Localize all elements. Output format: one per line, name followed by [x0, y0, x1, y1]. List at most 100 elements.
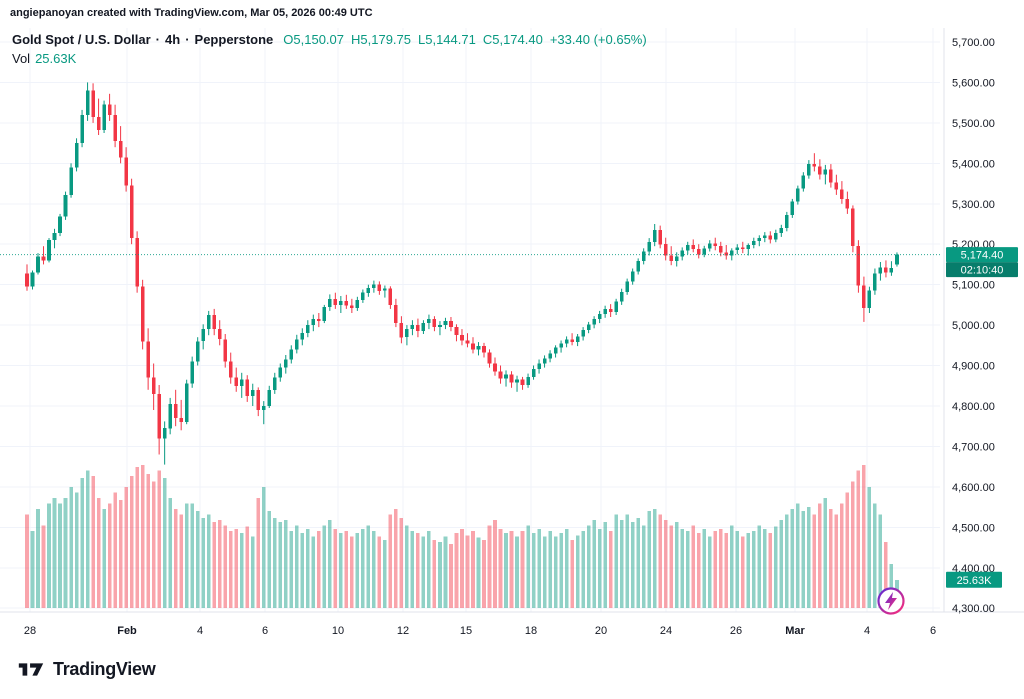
- volume-bar: [168, 498, 172, 608]
- volume-bar: [394, 509, 398, 608]
- volume-bar: [118, 500, 123, 608]
- candle-body: [702, 248, 707, 255]
- candle-body: [283, 359, 288, 368]
- candle-body: [625, 281, 629, 292]
- candle-body: [372, 284, 376, 288]
- candle-body: [63, 194, 68, 217]
- price-chart-canvas[interactable]: 5,700.00 5,600.00 5,500.00 5,400.00 5,300.00…: [0, 0, 1024, 645]
- candle-body: [449, 321, 453, 328]
- legend-symbol-row: Gold Spot / U.S. Dollar · 4h · Pepperstone O5…: [12, 31, 654, 48]
- time-axis[interactable]: 28 Feb 4 6 10 12 15 18 20 24 26 Mar 4 6: [24, 625, 936, 637]
- candle-body: [515, 379, 519, 383]
- candle-body: [696, 249, 701, 255]
- volume-bar: [306, 528, 310, 608]
- candle-body: [52, 232, 57, 241]
- interval-label[interactable]: 4h: [165, 32, 181, 47]
- candle-body: [223, 339, 228, 362]
- volume-bar: [790, 509, 795, 608]
- candle-body: [735, 247, 740, 251]
- candle-body: [162, 428, 167, 439]
- volume-bar: [74, 492, 79, 608]
- candle-body: [25, 273, 29, 287]
- candles-layer: [25, 82, 899, 465]
- volume-bar: [58, 503, 62, 608]
- candle-body: [614, 301, 618, 313]
- volume-bar: [438, 542, 442, 608]
- candle-body: [873, 273, 877, 291]
- price-tick-label: 4,700.00: [952, 441, 995, 453]
- candle-body: [471, 343, 475, 350]
- last-price-badge: 5,174.40 02:10:40: [946, 247, 1018, 278]
- volume-bar: [234, 528, 239, 608]
- volume-bar: [162, 478, 167, 608]
- volume-bar: [603, 522, 607, 608]
- time-tick-label: 10: [332, 625, 344, 637]
- volume-bar: [333, 528, 338, 608]
- volume-bar: [729, 525, 734, 608]
- candle-body: [168, 404, 172, 429]
- volume-bar: [317, 531, 321, 608]
- candle-body: [768, 235, 773, 240]
- volume-bar: [757, 525, 762, 608]
- time-tick-label: 4: [197, 625, 203, 637]
- candle-body: [377, 284, 382, 291]
- candle-body: [234, 377, 239, 386]
- volume-bar: [867, 487, 872, 608]
- chart-legend[interactable]: Gold Spot / U.S. Dollar · 4h · Pepperstone O5…: [12, 31, 654, 67]
- time-tick-label: Feb: [117, 625, 137, 637]
- candle-body: [680, 250, 685, 257]
- candle-body: [366, 287, 371, 293]
- price-tick-label: 5,000.00: [952, 320, 995, 332]
- volume-bar: [724, 533, 729, 608]
- volume-bar: [47, 503, 51, 608]
- volume-bar: [69, 487, 73, 608]
- candle-body: [630, 271, 635, 282]
- symbol-title[interactable]: Gold Spot / U.S. Dollar: [12, 32, 151, 47]
- volume-bar: [702, 528, 707, 608]
- volume-bar: [212, 522, 216, 608]
- candle-body: [91, 90, 95, 117]
- candle-body: [173, 404, 178, 419]
- volume-bar: [256, 498, 261, 608]
- candle-body: [228, 361, 233, 378]
- candle-body: [834, 182, 839, 190]
- candle-body: [718, 246, 723, 253]
- volume-bar: [355, 533, 360, 608]
- price-tick-label: 5,300.00: [952, 199, 995, 211]
- volume-bar: [427, 531, 431, 608]
- spark-icon[interactable]: [876, 586, 906, 616]
- candle-body: [581, 330, 585, 337]
- candle-body: [669, 255, 673, 262]
- volume-bar: [774, 526, 778, 608]
- volume-bar: [454, 533, 459, 608]
- candle-body: [597, 313, 602, 320]
- candle-body: [592, 319, 596, 325]
- high-value: H5,179.75: [351, 32, 411, 47]
- candle-body: [399, 323, 404, 338]
- volume-bar: [482, 539, 486, 608]
- candle-body: [553, 347, 558, 354]
- volume-bar: [250, 536, 255, 608]
- candle-body: [344, 300, 349, 306]
- candle-body: [740, 247, 745, 249]
- candle-body: [206, 315, 211, 330]
- volume-bar: [113, 492, 117, 608]
- tradingview-logo[interactable]: TradingView: [16, 655, 156, 683]
- price-axis[interactable]: 5,700.00 5,600.00 5,500.00 5,400.00 5,300.00…: [952, 37, 995, 615]
- volume-bar: [785, 514, 789, 608]
- volume-bar: [751, 531, 756, 608]
- volume-bar: [217, 520, 222, 608]
- candle-body: [272, 377, 277, 390]
- tradingview-logo-text: TradingView: [53, 658, 156, 679]
- volume-bar: [851, 481, 855, 608]
- volume-bar: [52, 498, 57, 608]
- candle-body: [801, 175, 806, 189]
- candle-body: [482, 346, 486, 353]
- volume-axis-badge: 25.63K: [946, 571, 1002, 588]
- volume-bar: [471, 531, 475, 608]
- volume-bar: [228, 531, 233, 608]
- candle-body: [454, 327, 459, 336]
- volume-bar: [845, 492, 850, 608]
- candle-body: [564, 339, 569, 344]
